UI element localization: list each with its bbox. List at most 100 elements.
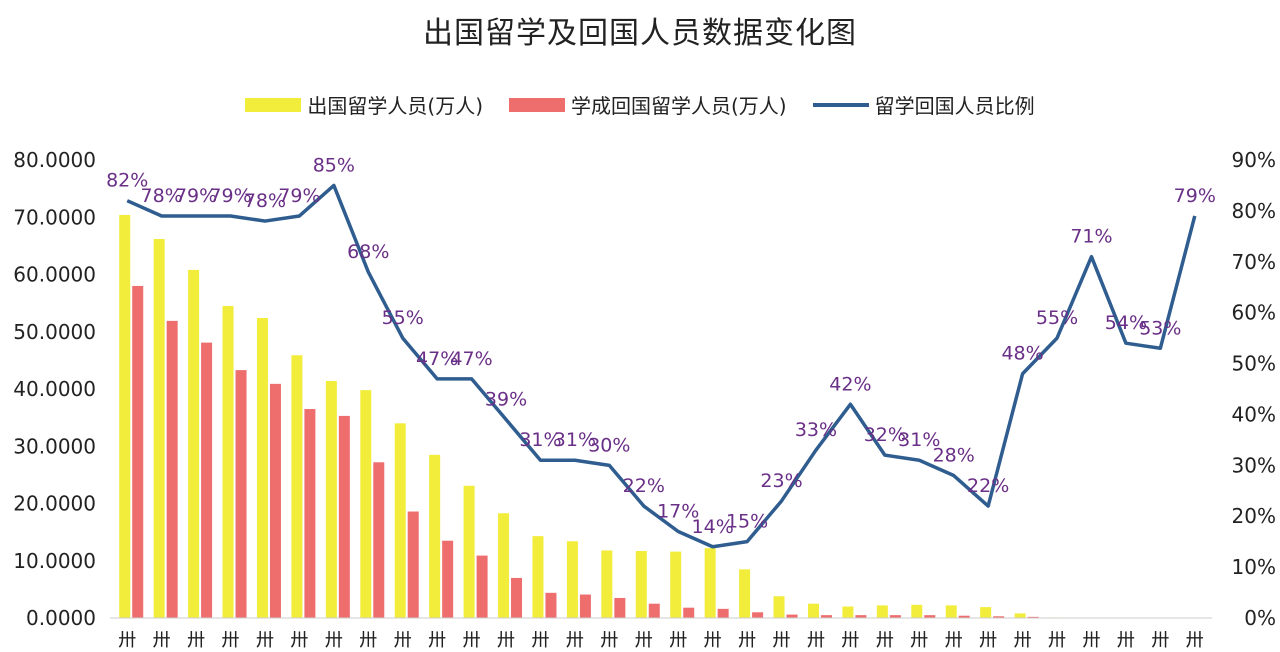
- x-tick-label: 卅: [463, 630, 481, 651]
- legend-swatch-returnees: [509, 97, 565, 112]
- data-label-ratio: 78%: [244, 190, 286, 212]
- bar-departures: [256, 318, 268, 618]
- bar-returnees: [579, 594, 591, 618]
- y-right-tick-label: 30%: [1232, 453, 1276, 477]
- data-label-ratio: 48%: [1001, 343, 1043, 365]
- bar-departures: [119, 214, 131, 618]
- data-label-ratio: 33%: [795, 419, 837, 441]
- legend-label-returnees: 学成回国留学人员(万人): [571, 94, 787, 118]
- bar-returnees: [545, 592, 557, 618]
- x-tick-label: 卅: [1082, 630, 1100, 651]
- x-tick-label: 卅: [635, 630, 653, 651]
- bar-departures: [566, 541, 578, 618]
- bar-departures: [911, 604, 923, 618]
- x-tick-label: 卅: [394, 630, 412, 651]
- data-label-ratio: 22%: [623, 475, 665, 497]
- data-label-ratio: 79%: [278, 185, 320, 207]
- series-line-ratio: [126, 183, 1197, 549]
- bar-departures: [463, 485, 475, 618]
- bar-returnees: [786, 614, 798, 618]
- bar-returnees: [407, 511, 419, 618]
- x-tick-label: 卅: [256, 630, 274, 651]
- bar-departures: [670, 551, 682, 618]
- x-tick-label: 卅: [497, 630, 515, 651]
- bar-departures: [360, 390, 372, 618]
- data-label-ratio: 79%: [209, 185, 251, 207]
- bar-returnees: [373, 462, 385, 618]
- x-tick-label: 卅: [1014, 630, 1032, 651]
- bar-returnees: [889, 615, 901, 618]
- x-tick-label: 卅: [979, 630, 997, 651]
- y-left-tick-label: 0.0000: [26, 606, 96, 630]
- y-left-tick-label: 50.0000: [13, 320, 96, 344]
- bar-departures: [153, 239, 165, 618]
- data-label-ratio: 47%: [416, 348, 458, 370]
- bar-returnees: [338, 415, 350, 618]
- bar-departures: [704, 548, 716, 618]
- data-label-ratio: 31%: [519, 429, 561, 451]
- x-tick-label: 卅: [945, 630, 963, 651]
- bar-returnees: [511, 577, 523, 618]
- legend-swatch-ratio: [812, 102, 869, 107]
- x-tick-label: 卅: [325, 630, 343, 651]
- x-tick-label: 卅: [222, 630, 240, 651]
- data-label-ratio: 53%: [1139, 317, 1181, 339]
- y-left-tick-label: 80.0000: [13, 148, 96, 172]
- bar-returnees: [235, 370, 247, 618]
- legend-item-departures: 出国留学人员(万人): [245, 90, 483, 119]
- data-label-ratio: 71%: [1070, 226, 1112, 248]
- data-label-ratio: 85%: [313, 154, 355, 176]
- x-tick-label: 卅: [153, 630, 171, 651]
- data-label-ratio: 55%: [382, 307, 424, 329]
- data-label-ratio: 15%: [726, 511, 768, 533]
- data-label-ratio: 14%: [692, 516, 734, 538]
- x-tick-label: 卅: [600, 630, 618, 651]
- bar-returnees: [752, 612, 764, 618]
- bar-departures: [532, 536, 544, 618]
- data-label-ratio: 32%: [864, 424, 906, 446]
- bar-departures: [429, 454, 441, 618]
- x-tick-label: 卅: [807, 630, 825, 651]
- x-tick-label: 卅: [704, 630, 722, 651]
- data-label-ratio: 28%: [933, 445, 975, 467]
- bar-departures: [325, 380, 337, 618]
- x-tick-label: 卅: [738, 630, 756, 651]
- bar-returnees: [924, 615, 936, 618]
- y-right-tick-label: 70%: [1232, 250, 1276, 274]
- legend-item-returnees: 学成回国留学人员(万人): [509, 90, 787, 119]
- y-right-tick-label: 80%: [1232, 199, 1276, 223]
- legend-label-ratio: 留学回国人员比例: [874, 94, 1035, 118]
- x-tick-label: 卅: [841, 630, 859, 651]
- bar-returnees: [442, 540, 454, 618]
- y-right-tick-label: 20%: [1232, 504, 1276, 528]
- bar-returnees: [855, 615, 867, 618]
- bar-departures: [222, 305, 234, 618]
- x-tick-label: 卅: [669, 630, 687, 651]
- bar-departures: [188, 269, 200, 618]
- bar-departures: [842, 606, 854, 618]
- bar-returnees: [269, 383, 281, 618]
- bar-returnees: [820, 615, 832, 618]
- y-right-tick-label: 40%: [1232, 402, 1276, 426]
- x-tick-label: 卅: [531, 630, 549, 651]
- legend-item-ratio: 留学回国人员比例: [812, 90, 1035, 119]
- bar-returnees: [1027, 616, 1039, 618]
- bar-departures: [1014, 613, 1026, 618]
- y-left-tick-label: 30.0000: [13, 434, 96, 458]
- y-left-tick-label: 60.0000: [13, 263, 96, 287]
- bar-returnees: [132, 285, 144, 618]
- bar-departures: [945, 605, 957, 618]
- x-tick-label: 卅: [290, 630, 308, 651]
- data-label-ratio: 47%: [450, 348, 492, 370]
- legend-label-departures: 出国留学人员(万人): [307, 94, 483, 118]
- y-right-tick-label: 0%: [1244, 606, 1276, 630]
- bar-returnees: [717, 608, 729, 618]
- x-tick-label: 卅: [876, 630, 894, 651]
- x-tick-label: 卅: [428, 630, 446, 651]
- data-label-ratio: 54%: [1105, 312, 1147, 334]
- y-right-tick-label: 90%: [1232, 148, 1276, 172]
- x-tick-label: 卅: [1117, 630, 1135, 651]
- bar-departures: [876, 605, 888, 618]
- bar-departures: [807, 603, 819, 618]
